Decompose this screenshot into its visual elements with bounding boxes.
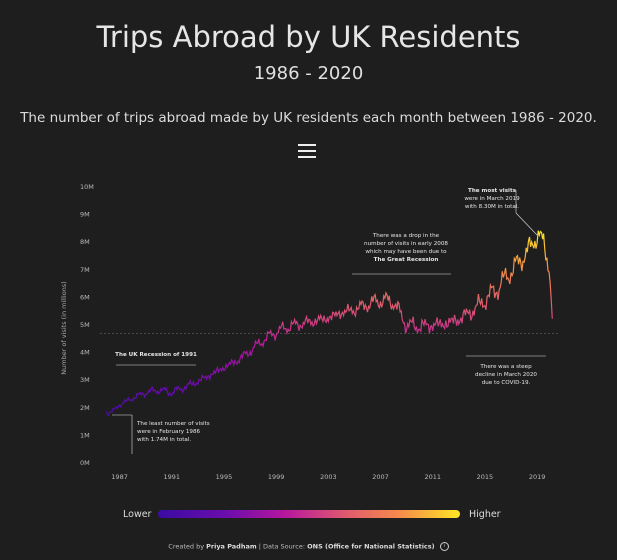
hamburger-menu-icon[interactable] [298, 144, 318, 158]
annotation: There was a drop in the number of visits … [352, 233, 451, 275]
y-tick-label: 2M [80, 404, 90, 412]
x-tick-label: 2019 [529, 473, 546, 481]
info-icon[interactable]: i [439, 542, 449, 551]
annotation-text: were in February 1986 [137, 429, 201, 435]
line-chart: 0M 1M 2M 3M 4M 5M 6M 7M 8M 9M 10M 1987 1991 1995 1999… [60, 183, 558, 481]
page-title: Trips Abroad by UK Residents [96, 20, 521, 54]
x-tick-label: 2007 [372, 473, 389, 481]
y-tick-label: 6M [80, 293, 90, 301]
x-tick-label: 1987 [111, 473, 128, 481]
y-tick-label: 5M [80, 321, 90, 329]
y-tick-label: 3M [80, 376, 90, 384]
x-tick-label: 1995 [216, 473, 233, 481]
y-axis-label: Number of visits (in millions) [60, 281, 68, 374]
y-tick-label: 7M [80, 266, 90, 274]
x-tick-label: 1991 [163, 473, 180, 481]
annotation-text: were in March 2019 [464, 196, 520, 202]
color-legend-bar [158, 510, 460, 518]
y-tick-label: 10M [80, 183, 94, 191]
x-tick-label: 2011 [424, 473, 441, 481]
legend-high-label: Higher [469, 509, 501, 520]
footer-source: ONS (Office for National Statistics) [307, 542, 435, 551]
annotation-text: The Great Recession [374, 257, 439, 263]
x-tick-label: 2003 [320, 473, 337, 481]
annotation: There was a steep decline in March 2020 du… [466, 355, 546, 386]
y-tick-label: 4M [80, 349, 90, 357]
x-tick-label: 1999 [268, 473, 285, 481]
y-tick-label: 0M [80, 459, 90, 467]
annotation: The most visits were in March 2019 with 8.… [464, 188, 538, 236]
x-tick-label: 2015 [477, 473, 494, 481]
page-subtitle: 1986 - 2020 [253, 63, 364, 84]
annotation-text: decline in March 2020 [475, 372, 537, 378]
annotation-text: There was a steep [479, 364, 532, 370]
footer-source-prefix: | Data Source: [258, 542, 306, 551]
annotation-text: due to COVID-19. [482, 380, 531, 386]
annotation-leader [515, 212, 538, 236]
footer-credits: Created by Priya Padham | Data Source: O… [0, 542, 617, 551]
y-tick-label: 1M [80, 431, 90, 439]
legend-low-label: Lower [123, 509, 152, 520]
annotation-text: There was a drop in the [372, 233, 440, 239]
visits-series-line [105, 230, 553, 417]
footer-author: Priya Padham [206, 542, 257, 551]
y-tick-label: 8M [80, 238, 90, 246]
y-tick-label: 9M [80, 211, 90, 219]
annotation: The least number of visits were in Februa… [112, 414, 210, 454]
annotation-text: with 1.74M in total. [137, 437, 191, 443]
annotation-text: The least number of visits [136, 421, 210, 427]
annotation-text: which may have been due to [365, 249, 447, 255]
annotation-text: number of visits in early 2008 [364, 241, 448, 247]
annotation-text: The UK Recession of 1991 [115, 352, 197, 358]
annotation-text: The most visits [468, 188, 517, 194]
annotation: The UK Recession of 1991 [115, 352, 197, 366]
footer-created-prefix: Created by [168, 542, 205, 551]
annotation-text: with 8.30M in total. [465, 204, 519, 210]
page-description: The number of trips abroad made by UK re… [20, 110, 597, 126]
